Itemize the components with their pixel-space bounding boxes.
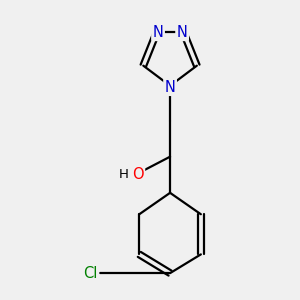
Text: N: N xyxy=(177,25,188,40)
Text: Cl: Cl xyxy=(83,266,98,280)
Text: N: N xyxy=(165,80,176,94)
Text: N: N xyxy=(153,25,164,40)
Text: H: H xyxy=(118,168,128,181)
Text: O: O xyxy=(132,167,144,182)
